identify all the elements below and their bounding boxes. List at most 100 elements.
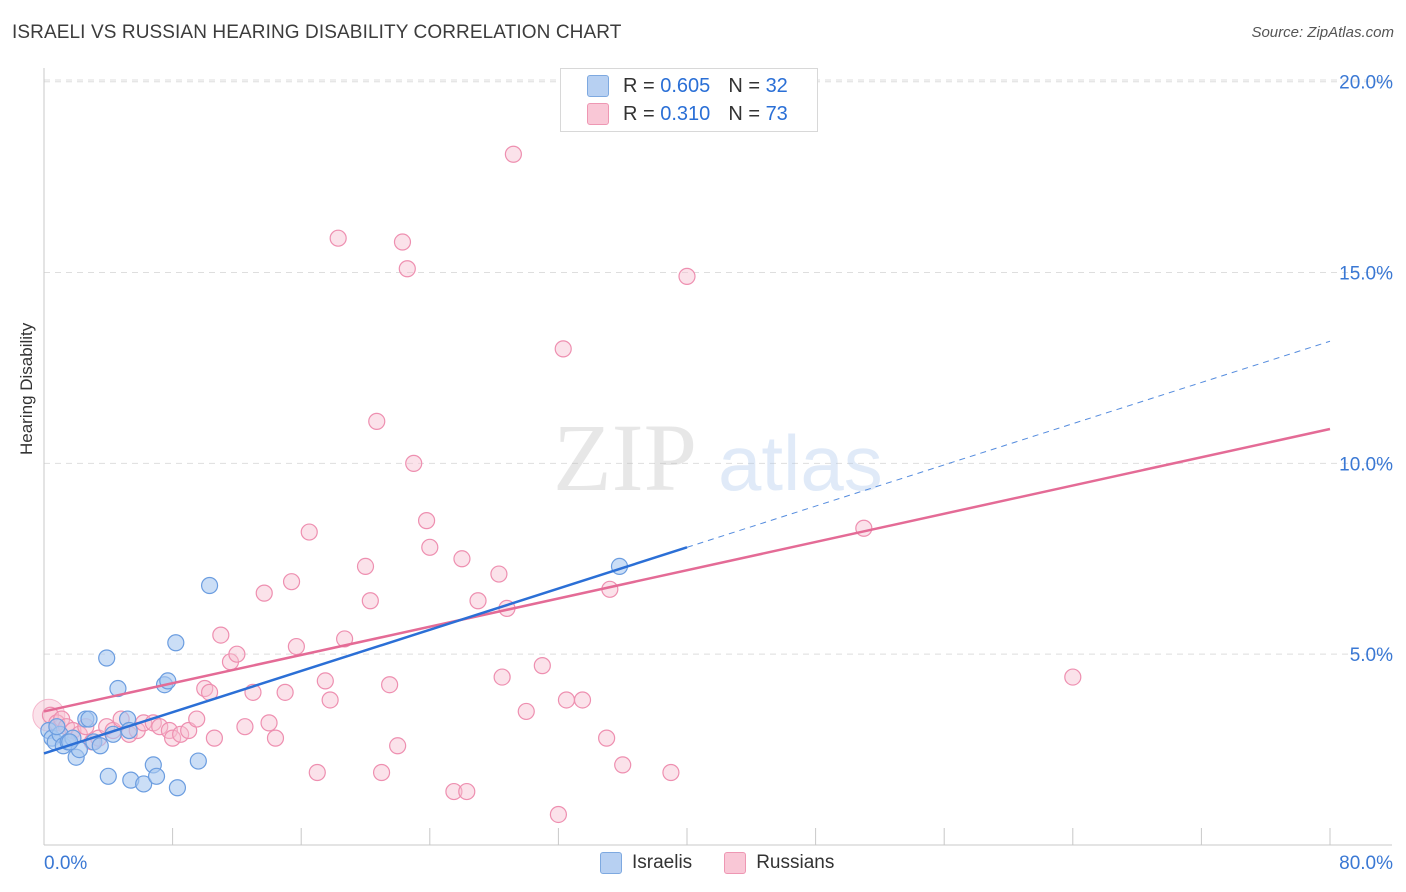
israelis-point [98, 649, 116, 667]
legend-russians-r-label: R = [623, 102, 655, 125]
israelis-swatch [587, 75, 609, 97]
russians-point [417, 512, 436, 530]
russians-point [554, 340, 572, 358]
israelis-point [168, 779, 187, 797]
russians-point [598, 729, 616, 747]
russians-swatch [587, 103, 609, 125]
russians-point [260, 714, 278, 732]
russians-point [445, 782, 463, 801]
russians-point [453, 550, 471, 568]
israelis-point [189, 752, 207, 770]
israelis-legend-label: Israelis [632, 852, 693, 873]
legend-russians-n-label: N = [728, 102, 760, 125]
israelis-point [147, 767, 166, 785]
russians-point [172, 725, 190, 743]
israelis-point [135, 775, 153, 793]
russians-legend-label: Russians [756, 852, 835, 873]
israelis-trend-extension [686, 340, 1331, 548]
russians-point [614, 756, 632, 774]
israelis-point [167, 634, 185, 652]
russians-trend-line [43, 427, 1331, 713]
russians-point [321, 691, 339, 709]
russians-point [393, 233, 412, 251]
russians-point [205, 729, 223, 747]
legend-row-israelis: R = 0.605 N = 32 [587, 73, 788, 99]
x-tick-label: 80.0% [1339, 853, 1393, 874]
israelis-legend-swatch [600, 852, 622, 874]
russians-point [255, 584, 273, 602]
russians-point [490, 565, 508, 583]
russians-point [368, 412, 386, 430]
israelis-point [109, 679, 127, 698]
russians-point [329, 229, 347, 247]
russians-point [356, 557, 375, 576]
russians-point [276, 683, 294, 701]
russians-point [308, 763, 326, 782]
russians-legend-swatch [724, 852, 747, 874]
legend-israelis-r-label: R = [623, 74, 655, 97]
russians-point [228, 645, 246, 663]
x-tick-label: 0.0% [44, 853, 87, 874]
russians-point [573, 691, 592, 709]
israelis-point [200, 576, 219, 595]
y-tick-label: 10.0% [1339, 454, 1393, 475]
russians-point [662, 763, 680, 782]
russians-point [1064, 668, 1082, 686]
correlation-legend: R = 0.605 N = 32 R = 0.310 N = 73 [560, 68, 818, 132]
russians-point [212, 626, 230, 644]
legend-israelis-r-value: 0.605 [660, 74, 711, 97]
legend-israelis-n-label: N = [728, 74, 760, 97]
legend-israelis-n-value: 32 [765, 74, 788, 97]
russians-point [236, 718, 254, 736]
israelis-point [48, 718, 66, 736]
gridlines [44, 79, 1392, 655]
russians-point [164, 729, 182, 747]
russians-point [421, 538, 439, 556]
russians-point [469, 592, 487, 610]
russians-point [287, 637, 305, 656]
russians-point [458, 782, 476, 801]
russians-point [678, 267, 696, 285]
legend-row-russians: R = 0.310 N = 73 [587, 101, 788, 127]
israelis-point [91, 737, 109, 755]
source-credit: Source: ZipAtlas.com [1251, 24, 1394, 41]
legend-russians-n-value: 73 [765, 102, 788, 125]
russians-point [517, 702, 535, 721]
russians-point [282, 573, 301, 591]
russians-point [300, 523, 318, 541]
watermark: ZIP atlas [553, 404, 883, 511]
russians-point [266, 729, 285, 747]
russians-point [151, 718, 169, 736]
y-tick-label: 5.0% [1350, 645, 1393, 666]
russians-point [398, 260, 416, 278]
israelis-point [80, 710, 98, 728]
russians-point [389, 737, 407, 755]
russians-point [405, 454, 423, 472]
y-tick-label: 15.0% [1339, 264, 1393, 285]
russians-point [336, 630, 354, 648]
series-legend: Israelis Russians [600, 852, 866, 874]
israelis-trend-line [43, 546, 688, 755]
y-tick-label: 20.0% [1339, 73, 1393, 94]
israelis-point [99, 767, 117, 785]
y-axis-label: Hearing Disability [17, 322, 36, 455]
tick-labels: 5.0% 10.0% 15.0% 20.0% 0.0% 80.0% [44, 73, 1393, 874]
legend-item-russians[interactable]: Russians [724, 852, 834, 874]
axes [43, 68, 1392, 846]
russians-point [316, 672, 334, 690]
russians-point [549, 805, 568, 824]
russians-point [381, 676, 399, 694]
legend-russians-r-value: 0.310 [660, 102, 711, 125]
russians-point [361, 592, 379, 610]
trend-lines [43, 340, 1331, 755]
russians-point [504, 145, 522, 163]
russians-point [493, 668, 511, 686]
legend-item-israelis[interactable]: Israelis [600, 852, 692, 874]
russians-point [372, 763, 391, 782]
chart-title: ISRAELI VS RUSSIAN HEARING DISABILITY CO… [12, 22, 622, 43]
watermark-zip: ZIP [553, 404, 697, 511]
russians-point [533, 657, 551, 675]
watermark-atlas: atlas [718, 419, 883, 507]
russians-point [557, 691, 576, 709]
